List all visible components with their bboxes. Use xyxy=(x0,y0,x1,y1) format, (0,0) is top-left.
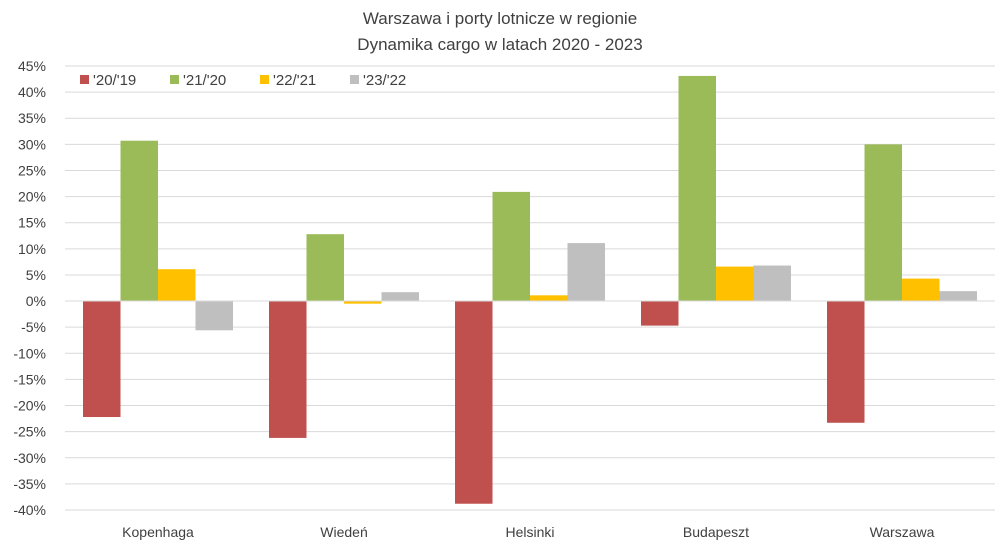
x-category-label: Helsinki xyxy=(505,524,554,540)
y-tick-label: -40% xyxy=(13,502,46,518)
bar-kopenhaga-series-3 xyxy=(195,301,233,331)
y-tick-label: 30% xyxy=(18,136,46,152)
bar-wiede--series-3 xyxy=(381,292,419,302)
chart-title-line-2: Dynamika cargo w latach 2020 - 2023 xyxy=(357,35,642,54)
bar-wiede--series-0 xyxy=(269,301,307,438)
y-tick-label: -15% xyxy=(13,371,46,387)
y-tick-label: 45% xyxy=(18,58,46,74)
bar-kopenhaga-series-1 xyxy=(120,140,158,302)
y-tick-label: 25% xyxy=(18,162,46,178)
legend-label: '21/'20 xyxy=(183,72,226,89)
chart-title-line-1: Warszawa i porty lotnicze w regionie xyxy=(363,9,637,28)
bar-warszawa-series-3 xyxy=(939,291,977,302)
legend-swatch xyxy=(260,75,269,84)
y-tick-label: 20% xyxy=(18,189,46,205)
bar-budapeszt-series-2 xyxy=(716,266,754,302)
chart-title: Warszawa i porty lotnicze w regionie Dyn… xyxy=(357,9,642,54)
bar-wiede--series-2 xyxy=(344,301,382,304)
y-tick-label: -30% xyxy=(13,450,46,466)
bar-warszawa-series-2 xyxy=(902,278,940,302)
bar-helsinki-series-3 xyxy=(567,243,605,302)
legend-label: '23/'22 xyxy=(363,72,406,89)
legend-swatch xyxy=(80,75,89,84)
y-tick-label: 40% xyxy=(18,84,46,100)
x-category-label: Kopenhaga xyxy=(122,524,194,540)
x-category-label: Wiedeń xyxy=(320,524,367,540)
y-tick-label: 5% xyxy=(26,267,46,283)
bar-kopenhaga-series-2 xyxy=(158,269,196,302)
y-tick-label: -5% xyxy=(21,319,46,335)
bar-budapeszt-series-0 xyxy=(641,301,679,326)
y-tick-label: -25% xyxy=(13,424,46,440)
legend: '20/'19 '21/'20 '22/'21 '23/'22 xyxy=(80,72,406,89)
bar-kopenhaga-series-0 xyxy=(83,301,121,418)
y-tick-label: 0% xyxy=(26,293,46,309)
y-tick-label: 35% xyxy=(18,110,46,126)
x-category-label: Warszawa xyxy=(870,524,935,540)
bar-helsinki-series-2 xyxy=(530,295,568,302)
bar-helsinki-series-0 xyxy=(455,301,493,504)
bar-budapeszt-series-3 xyxy=(753,265,791,302)
bar-wiede--series-1 xyxy=(306,234,344,302)
x-category-label: Budapeszt xyxy=(683,524,749,540)
legend-swatch xyxy=(170,75,179,84)
y-tick-label: -35% xyxy=(13,476,46,492)
bar-helsinki-series-1 xyxy=(492,191,530,302)
y-tick-label: -10% xyxy=(13,345,46,361)
x-axis-categories: Kopenhaga Wiedeń Helsinki Budapeszt Warszawa xyxy=(122,524,934,540)
y-axis-ticks: 45% 40% 35% 30% 25% 20% 15% 10% 5% 0% -5% -10% -15% -… xyxy=(13,58,46,518)
y-tick-label: 15% xyxy=(18,215,46,231)
bar-budapeszt-series-1 xyxy=(678,75,716,302)
y-tick-label: -20% xyxy=(13,398,46,414)
bar-warszawa-series-1 xyxy=(864,144,902,302)
bars xyxy=(83,75,977,504)
y-tick-label: 10% xyxy=(18,241,46,257)
legend-label: '20/'19 xyxy=(93,72,136,89)
legend-label: '22/'21 xyxy=(273,72,316,89)
legend-swatch xyxy=(350,75,359,84)
bar-warszawa-series-0 xyxy=(827,301,865,423)
